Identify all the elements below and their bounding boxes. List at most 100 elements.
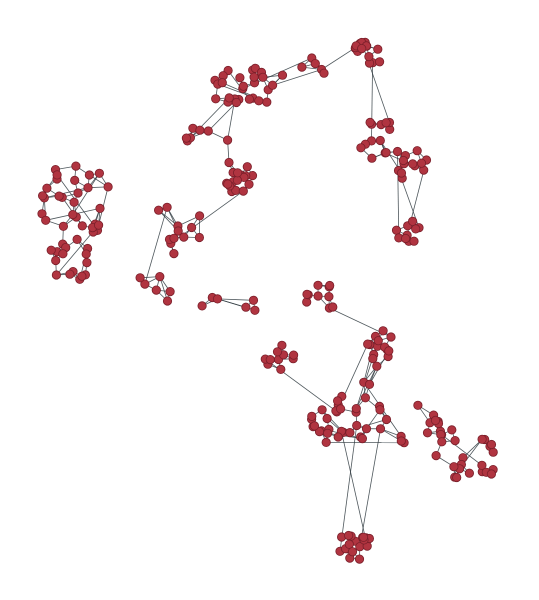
- graph-node: [391, 225, 402, 235]
- graph-node: [437, 437, 447, 447]
- graph-node: [51, 255, 61, 266]
- graph-node: [302, 289, 312, 299]
- graph-node: [364, 379, 375, 389]
- graph-node: [233, 168, 243, 178]
- graph-node: [224, 157, 234, 168]
- graph-node: [400, 233, 411, 244]
- graph-node: [347, 547, 358, 557]
- graph-node: [319, 68, 329, 78]
- graph-node: [360, 393, 370, 403]
- edge-layer: [41, 42, 494, 560]
- graph-node: [58, 249, 68, 259]
- graph-node: [73, 188, 83, 198]
- graph-node: [313, 291, 323, 301]
- graph-node: [354, 554, 365, 564]
- graph-node: [254, 96, 264, 106]
- graph-node: [277, 70, 288, 80]
- graph-node: [277, 340, 287, 350]
- graph-node: [378, 326, 388, 336]
- graph-node: [297, 62, 307, 72]
- graph-node: [396, 436, 406, 446]
- graph-node: [317, 405, 327, 415]
- graph-node: [381, 118, 391, 128]
- graph-node: [70, 175, 80, 185]
- graph-node: [386, 332, 396, 342]
- graph-node: [431, 450, 441, 461]
- graph-node: [345, 427, 355, 438]
- graph-edge: [441, 434, 483, 466]
- graph-node: [65, 269, 75, 279]
- graph-node: [447, 425, 457, 435]
- graph-node: [333, 432, 343, 442]
- graph-node: [272, 347, 283, 357]
- graph-node: [72, 234, 82, 244]
- graph-node: [223, 179, 233, 189]
- graph-node: [37, 191, 48, 201]
- graph-node: [140, 279, 150, 289]
- graph-node: [422, 428, 433, 438]
- graph-node: [217, 78, 227, 88]
- graph-node: [94, 168, 105, 178]
- graph-node: [235, 73, 245, 83]
- graph-node: [224, 93, 234, 103]
- graph-node: [194, 232, 204, 243]
- graph-node: [154, 205, 164, 215]
- graph-node: [322, 413, 332, 424]
- graph-node: [392, 146, 403, 157]
- graph-node: [244, 179, 254, 189]
- graph-edge: [360, 409, 381, 438]
- graph-node: [310, 58, 320, 69]
- graph-edge: [397, 151, 400, 238]
- graph-edge: [217, 298, 254, 301]
- graph-node: [363, 339, 373, 349]
- graph-node: [54, 191, 64, 201]
- graph-node: [58, 221, 69, 231]
- graph-node: [42, 183, 52, 193]
- graph-node: [375, 135, 385, 146]
- graph-edge: [265, 358, 337, 412]
- graph-node: [486, 469, 496, 479]
- graph-edge: [359, 428, 381, 547]
- graph-node: [103, 182, 113, 192]
- graph-node: [250, 305, 260, 315]
- graph-node: [411, 224, 421, 234]
- graph-node: [367, 153, 377, 163]
- graph-node: [46, 245, 56, 255]
- graph-edge: [341, 431, 368, 547]
- graph-node: [173, 226, 183, 236]
- graph-node: [416, 158, 427, 168]
- graph-node: [195, 125, 205, 135]
- graph-node: [203, 126, 213, 136]
- graph-node: [41, 215, 51, 225]
- graph-node: [51, 270, 62, 280]
- graph-edge: [187, 97, 230, 142]
- graph-node: [375, 405, 385, 415]
- graph-node: [265, 354, 275, 365]
- graph-node: [357, 433, 367, 444]
- graph-node: [328, 302, 338, 312]
- graph-edge: [272, 69, 322, 86]
- graph-node: [358, 532, 369, 542]
- graph-node: [351, 403, 361, 414]
- graph-node: [181, 133, 191, 143]
- graph-node: [352, 420, 362, 431]
- graph-node: [165, 286, 175, 297]
- graph-node: [169, 249, 179, 259]
- graph-node: [248, 295, 259, 305]
- graph-node: [77, 221, 87, 231]
- graph-node: [413, 400, 423, 410]
- graph-node: [81, 249, 91, 259]
- graph-node: [365, 117, 375, 128]
- graph-node: [288, 350, 299, 360]
- graph-edge: [339, 425, 358, 552]
- graph-node: [332, 396, 343, 406]
- graph-node: [343, 530, 354, 541]
- graph-node: [396, 168, 407, 178]
- graph-node: [83, 183, 93, 193]
- graph-node: [322, 428, 333, 438]
- graph-node: [179, 232, 189, 242]
- graph-node: [409, 236, 419, 246]
- graph-node: [242, 162, 252, 172]
- graph-node: [169, 233, 179, 243]
